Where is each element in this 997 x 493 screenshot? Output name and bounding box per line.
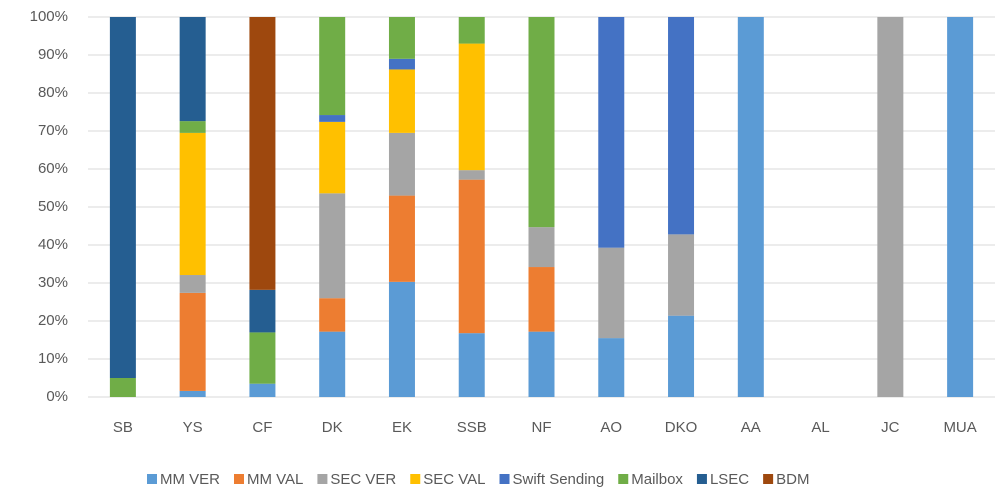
y-tick-label: 40%: [38, 236, 68, 253]
y-tick-label: 50%: [38, 198, 68, 215]
bar-segment: [388, 69, 415, 133]
y-tick-label: 20%: [38, 312, 68, 329]
bar-segment: [109, 378, 136, 397]
legend-swatch: [317, 474, 328, 484]
bar-segment: [388, 195, 415, 282]
bar-segment: [598, 247, 625, 339]
bar-segment: [528, 267, 555, 332]
legend-label: SEC VAL: [423, 471, 485, 488]
bar-segment: [319, 331, 346, 397]
x-tick-label: YS: [183, 419, 203, 436]
bar-segment: [179, 292, 206, 391]
y-tick-label: 90%: [38, 46, 68, 63]
x-tick-label: MUA: [943, 419, 976, 436]
bar-segment: [319, 17, 346, 116]
x-tick-label: SB: [113, 419, 133, 436]
x-tick-label: AA: [741, 419, 761, 436]
bar-segment: [668, 234, 695, 316]
bar-segment: [179, 121, 206, 133]
bar-segment: [877, 17, 904, 397]
legend-swatch: [234, 474, 244, 484]
bar-segment: [458, 170, 485, 180]
legend-swatch: [147, 474, 157, 484]
x-tick-label: EK: [392, 419, 412, 436]
bar-segment: [249, 17, 276, 290]
legend-label: BDM: [776, 471, 809, 488]
x-tick-label: NF: [532, 419, 552, 436]
y-tick-label: 100%: [30, 8, 68, 25]
y-tick-label: 80%: [38, 84, 68, 101]
legend-label: LSEC: [710, 471, 749, 488]
legend-swatch: [618, 474, 629, 484]
y-tick-label: 0%: [46, 388, 68, 405]
legend-label: MM VER: [160, 471, 220, 488]
bar-segment: [458, 17, 485, 44]
legend-label: Mailbox: [631, 471, 683, 488]
bar-segment: [668, 315, 695, 397]
bar-segment: [249, 332, 276, 384]
x-tick-label: DKO: [665, 419, 698, 436]
legend-swatch: [696, 474, 707, 484]
x-tick-label: CF: [252, 419, 272, 436]
y-tick-label: 60%: [38, 160, 68, 177]
legend-label: Swift Sending: [513, 471, 605, 488]
y-tick-label: 70%: [38, 122, 68, 139]
bar-segment: [179, 275, 206, 293]
bar-segment: [528, 17, 555, 228]
bar-segment: [668, 17, 695, 235]
bar-segment: [319, 193, 346, 299]
bar-segment: [319, 115, 346, 122]
bar-segment: [528, 227, 555, 268]
bar-segment: [388, 17, 415, 59]
bar-segment: [319, 121, 346, 194]
bar-segment: [458, 43, 485, 171]
bar-segment: [388, 132, 415, 196]
x-tick-label: DK: [322, 419, 343, 436]
bar-segment: [249, 383, 276, 397]
legend-swatch: [410, 474, 421, 484]
bar-segment: [737, 17, 764, 397]
bar-segment: [598, 338, 625, 397]
bar-segment: [179, 132, 206, 276]
bar-segment: [388, 58, 415, 70]
legend-label: MM VAL: [247, 471, 303, 488]
legend-swatch: [499, 474, 510, 484]
bar-segment: [528, 331, 555, 397]
bar-segment: [179, 17, 206, 122]
bar-segment: [458, 333, 485, 397]
y-tick-label: 30%: [38, 274, 68, 291]
x-tick-label: SSB: [457, 419, 487, 436]
bar-segment: [109, 17, 136, 378]
bar-segment: [458, 179, 485, 334]
bar-segment: [598, 17, 625, 248]
x-tick-label: AL: [811, 419, 829, 436]
bar-segment: [319, 298, 346, 332]
legend-swatch: [763, 474, 774, 484]
bar-segment: [179, 390, 206, 397]
y-tick-label: 10%: [38, 350, 68, 367]
bar-segment: [388, 281, 415, 397]
x-tick-label: JC: [881, 419, 900, 436]
x-tick-label: AO: [600, 419, 622, 436]
legend-label: SEC VER: [330, 471, 396, 488]
bar-segment: [947, 17, 974, 397]
bar-segment: [249, 289, 276, 333]
